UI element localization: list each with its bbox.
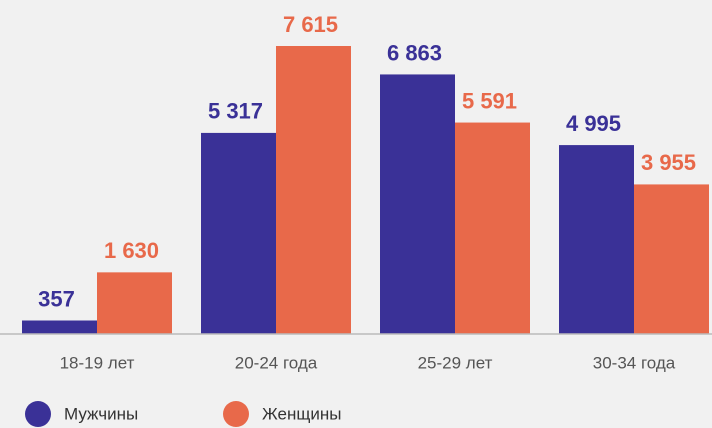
- bar: [22, 320, 97, 334]
- value-label: 357: [38, 286, 75, 311]
- value-label: 6 863: [387, 40, 442, 65]
- x-tick-label: 30-34 года: [593, 353, 676, 372]
- value-label: 1 630: [104, 238, 159, 263]
- legend-label: Женщины: [262, 404, 341, 423]
- bar: [559, 145, 634, 334]
- bar: [276, 46, 351, 334]
- legend-swatch: [25, 401, 51, 427]
- value-label: 3 955: [641, 150, 696, 175]
- x-tick-label: 18-19 лет: [60, 353, 135, 372]
- legend-label: Мужчины: [64, 404, 138, 423]
- value-label: 5 591: [462, 88, 517, 113]
- legend-swatch: [223, 401, 249, 427]
- value-label: 5 317: [208, 99, 263, 124]
- bar: [201, 132, 276, 334]
- bar: [97, 272, 172, 334]
- value-label: 4 995: [566, 111, 621, 136]
- bar: [380, 74, 455, 335]
- bar: [455, 122, 530, 334]
- value-label: 7 615: [283, 12, 338, 37]
- x-tick-label: 20-24 года: [235, 353, 318, 372]
- x-tick-label: 25-29 лет: [418, 353, 493, 372]
- bar: [634, 184, 709, 334]
